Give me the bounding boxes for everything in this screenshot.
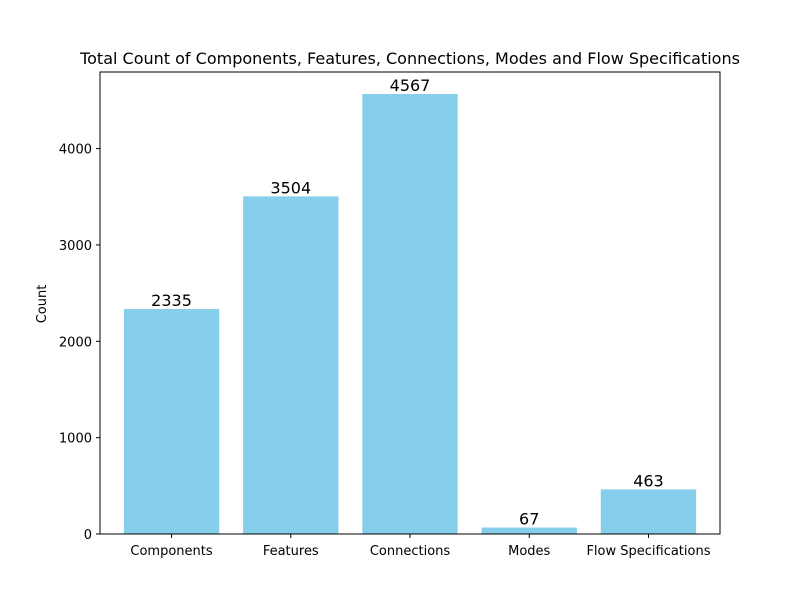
data-label-connections: 4567 [390, 76, 431, 95]
bar-modes [481, 527, 577, 534]
y-tick-label: 3000 [59, 239, 92, 254]
x-tick-label: Modes [508, 544, 550, 559]
y-tick-label: 0 [84, 528, 92, 543]
bar-connections [362, 93, 458, 534]
y-tick-label: 4000 [59, 143, 92, 158]
y-axis-label: Count [35, 285, 50, 324]
y-tick-label: 1000 [59, 432, 92, 447]
x-tick-label: Connections [370, 544, 451, 559]
data-label-flow-specifications: 463 [633, 471, 664, 490]
bar-components [123, 309, 220, 534]
y-ticks-group: 0 1000 2000 3000 4000 [59, 143, 100, 543]
x-tick-label: Features [263, 544, 319, 559]
bar-flow-specifications [600, 489, 697, 534]
data-label-modes: 67 [519, 510, 539, 529]
y-tick-label: 2000 [59, 335, 92, 350]
bar-features [243, 196, 339, 535]
data-label-features: 3504 [270, 178, 311, 197]
x-tick-label: Flow Specifications [586, 544, 710, 559]
x-tick-label: Components [130, 544, 212, 559]
bars-group [123, 93, 697, 535]
x-ticks-group: Components Features Connections Modes Flow S… [130, 534, 711, 559]
chart-title: Total Count of Components, Features, Con… [79, 49, 740, 68]
data-label-components: 2335 [151, 291, 192, 310]
data-labels-group: 2335 3504 4567 67 463 [151, 76, 664, 529]
plot-area-frame [99, 71, 721, 535]
